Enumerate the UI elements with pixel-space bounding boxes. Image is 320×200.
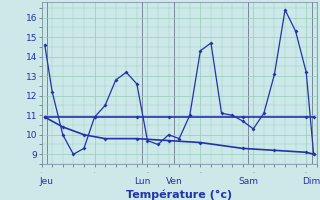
Text: Température (°c): Température (°c) xyxy=(126,190,232,200)
Text: Lun: Lun xyxy=(134,177,150,186)
Text: Ven: Ven xyxy=(165,177,182,186)
Text: Jeu: Jeu xyxy=(40,177,54,186)
Text: Dim: Dim xyxy=(302,177,320,186)
Text: Sam: Sam xyxy=(238,177,258,186)
